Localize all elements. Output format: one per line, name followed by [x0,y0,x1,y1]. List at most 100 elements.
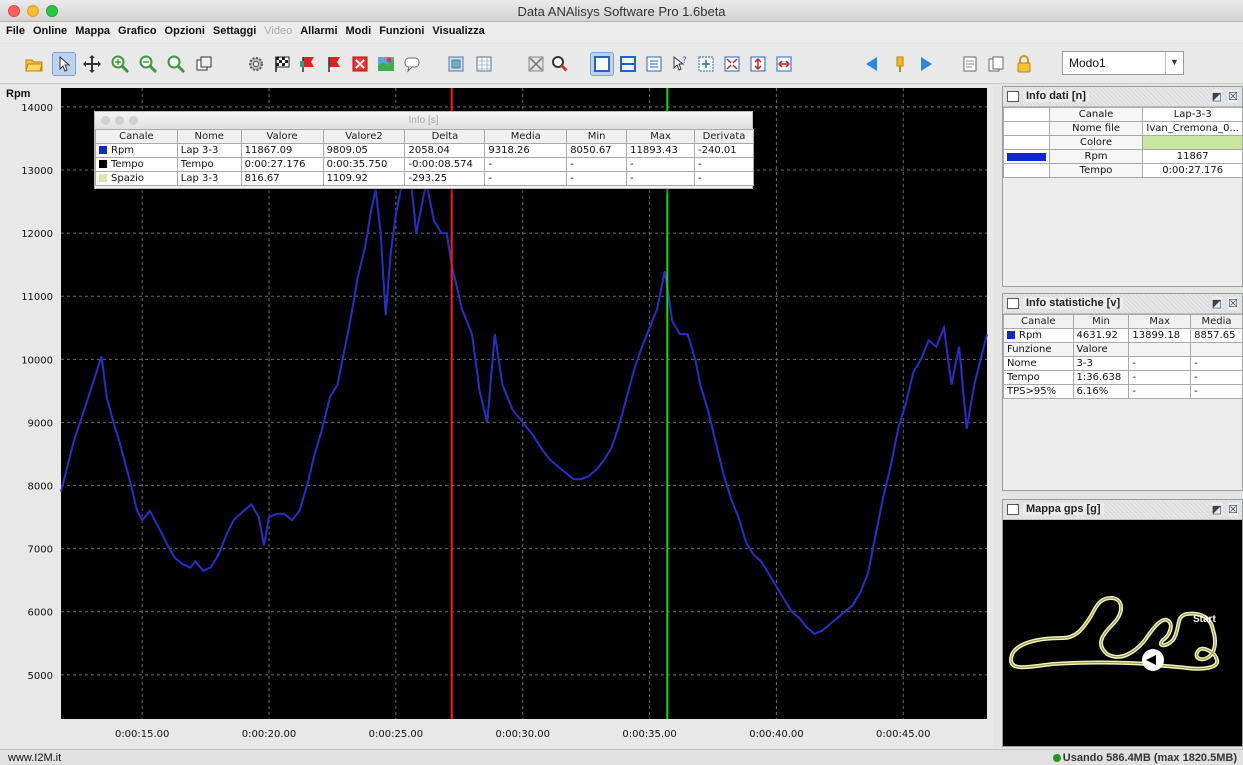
menu-visualizza[interactable]: Visualizza [432,25,485,37]
info-col-header[interactable]: Max [626,129,696,144]
maximize-window-icon[interactable] [46,5,58,17]
info-row[interactable]: Tempo Tempo 0:00:27.176 0:00:35.750 -0:00:08… [95,157,754,172]
info-statistiche-header[interactable]: Info statistiche [v] ◩ ☒ [1003,294,1242,314]
single-view-icon[interactable] [590,52,614,76]
info-col-header[interactable]: Delta [404,129,486,144]
info-popup[interactable]: Info [s] Canale Nome Valore Valore2 Delta Med… [94,111,754,189]
x-tick-label: 0:00:30.00 [496,729,550,740]
stat-func-cell: 6.16% [1072,384,1130,399]
popup-maximize-icon[interactable] [129,116,138,125]
info-row[interactable]: Spazio Lap 3-3 816.67 1109.92 -293.25- - - - [95,171,754,186]
close-window-icon[interactable] [8,5,20,17]
zoom-out-icon[interactable] [136,52,160,76]
info-cell: 2058.04 [404,143,486,158]
table-icon[interactable] [444,52,468,76]
zoom-box-icon[interactable] [694,52,718,76]
info-col-header[interactable]: Media [484,129,568,144]
mode-select[interactable]: Modo1 ▼ [1062,51,1184,75]
info-col-header[interactable]: Min [566,129,628,144]
info-dati-header[interactable]: Info dati [n] ◩ ☒ [1003,87,1242,107]
mappa-gps-header[interactable]: Mappa gps [g] ◩ ☒ [1003,500,1242,520]
y-tick-label: 8000 [28,482,53,493]
info-row[interactable]: Rpm Lap 3-3 11867.09 9809.05 2058.04 9318.26 8… [95,143,754,158]
zoom-in-icon[interactable] [108,52,132,76]
close-icon[interactable]: ☒ [1228,90,1238,103]
notes-icon[interactable] [958,52,982,76]
stat-func-cell: Tempo [1003,370,1074,385]
info-cell: - [694,157,754,172]
menu-settaggi[interactable]: Settaggi [212,25,257,37]
list-view-icon[interactable] [642,52,666,76]
fit-box-icon[interactable] [348,52,372,76]
lock-icon[interactable] [1012,52,1036,76]
undock-icon[interactable]: ◩ [1211,297,1222,310]
pointer-icon[interactable] [52,52,76,76]
popup-minimize-icon[interactable] [115,116,124,125]
map-icon[interactable] [374,52,398,76]
stat-col-header[interactable]: Canale [1003,314,1074,329]
duplicate-icon[interactable] [984,52,1008,76]
copy-window-icon[interactable] [192,52,216,76]
menu-allarmi[interactable]: Allarmi [300,25,338,37]
status-website[interactable]: www.I2M.it [8,752,62,764]
info-channel-cell: Rpm [95,143,178,158]
expand-icon[interactable] [720,52,744,76]
info-col-header[interactable]: Nome [176,129,242,144]
prev-arrow-icon[interactable] [860,52,884,76]
dati-value: 0:00:27.176 [1142,163,1243,178]
info-col-header[interactable]: Derivata [694,129,754,144]
help-icon[interactable]: ? [668,52,692,76]
pan-icon[interactable] [80,52,104,76]
info-cell: -0:00:08.574 [404,157,486,172]
rpm-chart[interactable]: 5000 6000 7000 8000 9000 10000 11000 12000 13000… [0,86,993,748]
close-icon[interactable]: ☒ [1228,297,1238,310]
stat-col-header[interactable]: Min [1072,314,1130,329]
search-icon[interactable] [548,52,572,76]
vertical-fit-icon[interactable] [746,52,770,76]
undock-icon[interactable]: ◩ [1211,503,1222,516]
dati-value: Lap-3-3 [1142,107,1243,122]
stat-col-header[interactable]: Media [1190,314,1243,329]
menu-online[interactable]: Online [32,25,68,37]
no-gps-icon[interactable] [524,52,548,76]
chat-icon[interactable] [400,52,424,76]
info-col-header[interactable]: Valore [240,129,324,144]
split-view-icon[interactable] [616,52,640,76]
x-tick-label: 0:00:35.00 [622,729,676,740]
next-arrow-icon[interactable] [914,52,938,76]
chevron-down-icon[interactable]: ▼ [1165,52,1183,74]
close-icon[interactable]: ☒ [1228,503,1238,516]
info-popup-titlebar[interactable]: Info [s] [95,112,752,129]
stat-func-cell: - [1128,370,1192,385]
red-flag-2-icon[interactable] [322,52,346,76]
info-col-header[interactable]: Canale [95,129,178,144]
plot-background[interactable] [61,88,987,719]
dati-swatch-cell [1003,163,1050,178]
open-folder-icon[interactable] [22,52,46,76]
info-col-header[interactable]: Valore2 [322,129,406,144]
stat-col-header[interactable]: Max [1128,314,1192,329]
info-cell: 8050.67 [566,143,628,158]
menu-grafico[interactable]: Grafico [118,25,157,37]
menu-opzioni[interactable]: Opzioni [164,25,205,37]
red-flag-icon[interactable] [296,52,320,76]
menu-mappa[interactable]: Mappa [75,25,111,37]
marker-icon[interactable] [888,52,912,76]
checkered-flag-icon[interactable] [270,52,294,76]
gps-map[interactable]: Start [1003,520,1242,746]
menu-modi[interactable]: Modi [345,25,372,37]
minimize-window-icon[interactable] [27,5,39,17]
color-swatch [99,174,107,182]
stat-func-cell: - [1128,356,1192,371]
horizontal-fit-icon[interactable] [772,52,796,76]
gear-icon[interactable] [244,52,268,76]
menu-file[interactable]: File [6,25,25,37]
popup-close-icon[interactable] [101,116,110,125]
dati-label: Canale [1048,107,1144,122]
menu-funzioni[interactable]: Funzioni [379,25,425,37]
zoom-fit-icon[interactable] [164,52,188,76]
rpm-chart-area[interactable]: 5000 6000 7000 8000 9000 10000 11000 12000 13000… [0,86,993,748]
info-cell: 0:00:35.750 [322,157,406,172]
undock-icon[interactable]: ◩ [1211,90,1222,103]
grid-icon[interactable] [472,52,496,76]
